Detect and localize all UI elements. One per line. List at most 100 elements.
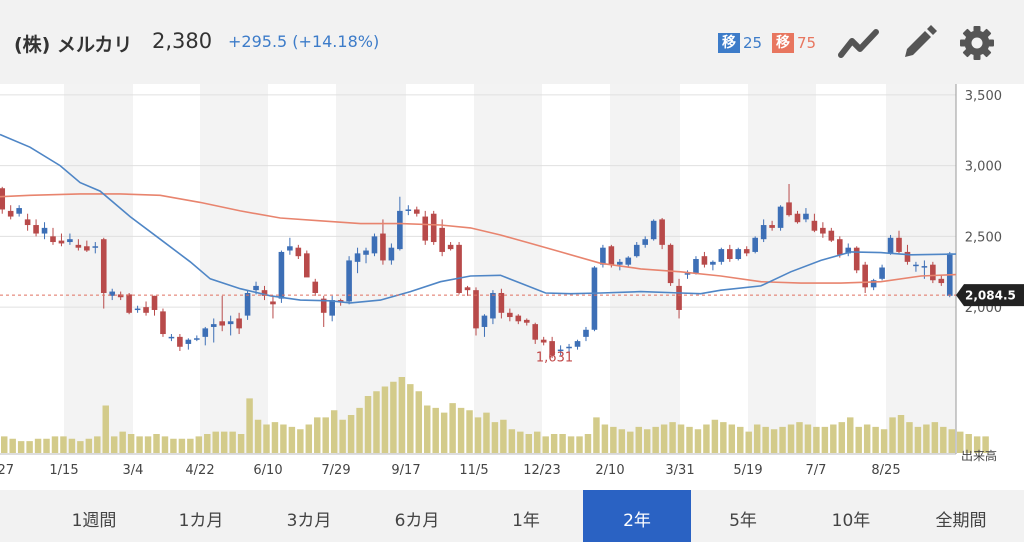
y-tick-label: 3,000 <box>965 160 1002 175</box>
candle-body <box>625 257 632 265</box>
volume-bar <box>432 407 439 453</box>
stock-header: (株) メルカリ 2,380 +295.5 (+14.18%) 移 25 移 7… <box>0 0 1024 84</box>
volume-bar <box>720 422 727 453</box>
volume-bar <box>26 441 33 453</box>
candle-body <box>380 233 386 261</box>
candle <box>312 278 319 296</box>
period-button[interactable]: 6カ月 <box>394 511 440 531</box>
candle-body <box>151 295 158 310</box>
candle <box>210 318 217 343</box>
candle-body <box>270 301 276 305</box>
candle-body <box>836 239 843 255</box>
period-button[interactable]: 3カ月 <box>286 511 332 531</box>
candle <box>557 345 564 356</box>
candle-body <box>473 290 479 329</box>
candle-body <box>33 225 39 234</box>
draw-button[interactable] <box>896 22 940 64</box>
volume-bar <box>153 434 160 453</box>
candle <box>33 219 39 237</box>
candle-body <box>930 264 936 281</box>
volume-bar <box>483 412 490 453</box>
candle-body <box>363 250 369 255</box>
price-chart[interactable]: 3,500 3,000 2,500 2,000 27 1/15 3/4 4/22 6/10 7/… <box>0 84 1024 490</box>
volume-bar <box>51 436 59 453</box>
candle <box>270 295 276 319</box>
volume-bar <box>787 424 795 453</box>
x-tick-label: 7/29 <box>321 463 350 478</box>
volume-bar <box>398 377 406 453</box>
candle-body <box>760 225 767 240</box>
candle-body <box>287 246 293 251</box>
volume-bar <box>407 384 414 453</box>
candle-body <box>507 312 513 318</box>
period-button[interactable]: 1週間 <box>71 511 117 531</box>
candle <box>363 247 369 264</box>
period-button[interactable]: 1カ月 <box>178 511 224 531</box>
volume-bar <box>322 417 329 453</box>
candle <box>388 243 395 265</box>
candle-body <box>430 213 437 243</box>
candle <box>227 315 234 336</box>
volume-bar <box>220 431 228 453</box>
volume-bar <box>263 424 270 453</box>
candle-body <box>295 247 302 257</box>
candle <box>532 322 539 344</box>
candle-body <box>312 281 319 293</box>
volume-bar <box>643 429 651 453</box>
settings-button[interactable] <box>954 22 998 64</box>
period-button[interactable]: 1年 <box>512 511 540 531</box>
candle <box>786 184 792 217</box>
candle <box>380 219 386 265</box>
volume-bar <box>830 424 837 453</box>
candle-body <box>413 209 420 214</box>
ma75-toggle[interactable]: 移 75 <box>772 33 816 53</box>
candle <box>473 287 479 336</box>
candle <box>244 290 251 320</box>
pencil-icon <box>905 25 937 57</box>
volume-bar <box>940 426 947 453</box>
volume-bar <box>593 417 600 453</box>
period-button[interactable]: 2年 <box>583 490 691 542</box>
candle-body <box>329 300 335 316</box>
low-price-annotation: 1,631 <box>536 350 573 365</box>
candle <box>41 222 48 240</box>
volume-bar <box>855 426 862 453</box>
candle-body <box>870 280 877 288</box>
candle-body <box>439 227 445 252</box>
period-button[interactable]: 5年 <box>729 511 757 531</box>
volume-bar <box>745 431 752 453</box>
candle-body <box>67 239 73 243</box>
candle-body <box>100 239 107 293</box>
candle-body <box>16 208 22 214</box>
volume-bar <box>804 424 812 453</box>
candle-body <box>143 307 149 313</box>
candle-body <box>820 227 826 234</box>
period-button[interactable]: 10年 <box>831 511 871 531</box>
volume-label: 出来高 <box>961 448 997 463</box>
candle-body <box>134 308 141 311</box>
volume-bar <box>85 438 93 453</box>
candle-body <box>185 339 192 344</box>
x-tick-label: 2/10 <box>595 463 624 478</box>
x-tick-label: 9/17 <box>391 463 420 478</box>
candle-body <box>50 236 56 243</box>
volume-bar <box>330 410 338 453</box>
candle-body <box>456 244 462 293</box>
volume-bar <box>525 434 532 453</box>
x-tick-label: 6/10 <box>253 463 282 478</box>
candle <box>540 336 547 346</box>
candle-body <box>490 292 496 319</box>
candle <box>515 314 522 325</box>
candle-body <box>862 264 868 288</box>
candle-body <box>0 188 6 210</box>
x-tick-label: 8/25 <box>871 463 900 478</box>
candle-body <box>202 328 209 337</box>
ma25-toggle[interactable]: 移 25 <box>718 33 762 53</box>
volume-bar <box>34 438 42 453</box>
line-chart-button[interactable] <box>838 22 882 64</box>
candle-body <box>769 225 775 228</box>
period-button[interactable]: 全期間 <box>935 511 987 531</box>
volume-bar <box>931 422 939 453</box>
volume-bar <box>762 426 769 453</box>
